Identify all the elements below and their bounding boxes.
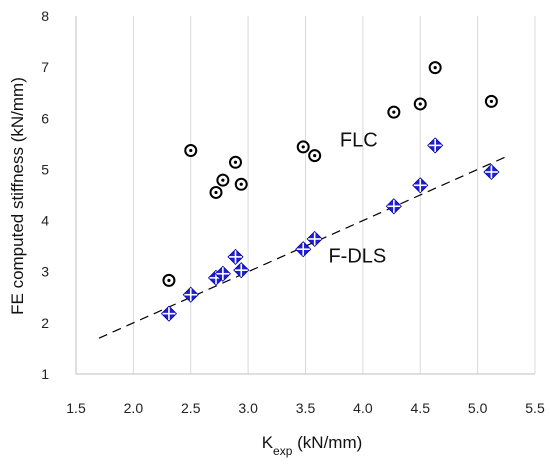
flc-point [308,149,322,163]
fdls-point [182,286,199,303]
fdls-point [483,163,500,181]
x-axis-title-main: K [262,433,274,452]
flc-point-dot [233,160,238,164]
flc-point [296,140,310,154]
x-axis-title-unit: (kN/mm) [292,433,362,452]
annotations: FLC F-DLS [328,129,386,267]
flc-point-dot [433,66,437,70]
x-axis-title-subscript: exp [273,444,293,458]
flc-point [387,105,401,119]
y-tick-label: 1 [41,366,49,382]
flc-point [234,177,248,191]
flc-point [484,94,498,108]
x-tick-labels: 1.5 2.0 2.5 3.0 3.5 4.0 4.5 5.0 5.5 [66,400,545,416]
y-tick-label: 6 [41,110,49,126]
fdls-point [227,248,244,265]
y-tick-labels: 1 2 3 4 5 6 7 8 [41,8,49,382]
flc-point-dot [239,182,243,186]
flc-point-dot [189,148,193,153]
x-axis-title: Kexp (kN/mm) [262,433,363,458]
fdls-point [412,177,429,194]
fdls-point [385,198,402,215]
flc-point-dot [221,178,225,182]
y-tick-label: 4 [41,213,49,229]
flc-point [162,273,176,287]
x-tick-label: 3.0 [238,400,258,416]
y-tick-label: 5 [41,161,49,177]
series-annotation: FLC [340,129,378,151]
fdls-point [306,230,323,248]
x-tick-label: 5.5 [525,400,545,416]
y-tick-label: 7 [41,59,49,75]
y-axis-title: FE computed stiffness (kN/mm) [8,77,27,315]
grid-lines [75,16,536,374]
fdls-point [427,137,444,154]
x-tick-label: 2.0 [124,400,144,416]
fdls-point [233,262,250,279]
x-tick-label: 1.5 [66,400,86,416]
flc-point-dot [167,278,171,283]
flc-point-dot [301,145,305,149]
flc-point [209,185,223,199]
flc-point-dot [418,102,422,106]
flc-point-dot [489,99,493,104]
x-tick-label: 4.0 [353,400,373,416]
flc-point-dot [313,154,317,158]
y-tick-label: 3 [41,264,49,280]
flc-point [184,144,198,158]
x-tick-label: 4.5 [411,400,431,416]
y-tick-label: 8 [41,8,49,24]
fdls-point [214,265,231,282]
axes [75,16,535,375]
flc-point [229,155,243,169]
x-tick-label: 5.0 [468,400,488,416]
flc-point [216,173,230,187]
x-tick-label: 3.5 [296,400,316,416]
flc-point [428,61,442,75]
fdls-point [160,305,178,322]
data-points [160,61,500,322]
flc-point-dot [392,110,396,114]
x-tick-label: 2.5 [181,400,201,416]
flc-point-dot [214,190,218,195]
series-annotation: F-DLS [328,246,386,268]
flc-point [413,97,427,111]
fdls-point [295,241,312,258]
y-tick-label: 2 [41,315,49,331]
